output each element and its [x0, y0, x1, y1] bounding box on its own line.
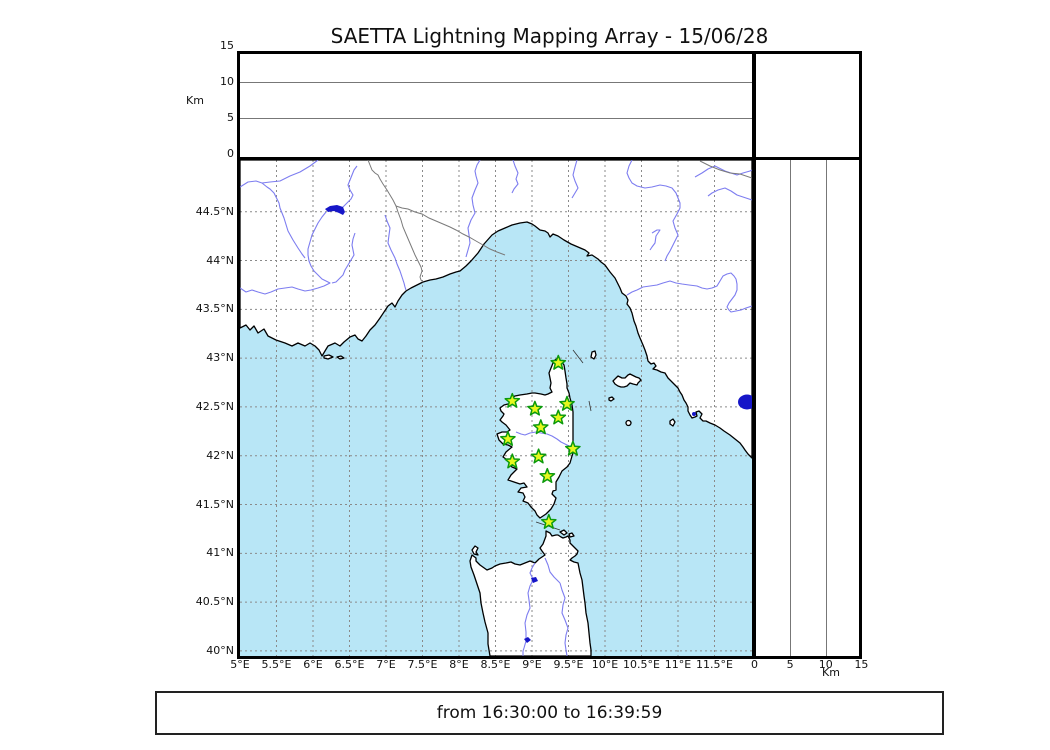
lat-tick-label: 42.5°N: [195, 399, 234, 413]
lon-tick-label: 8.5°E: [480, 658, 511, 671]
lon-tick-label: 5°E: [230, 658, 250, 671]
lon-tick-label: 6°E: [303, 658, 323, 671]
top-km-tick-label: 15: [220, 39, 234, 52]
top-altitude-panel: [237, 51, 755, 160]
right-km-tick-label: 10: [818, 658, 833, 671]
top-km-tick-label: 5: [227, 111, 234, 124]
border-layer: [367, 160, 752, 283]
station-stars: [500, 354, 581, 529]
lon-tick-label: 7.5°E: [407, 658, 438, 671]
lat-tick-label: 42°N: [206, 448, 234, 462]
km-unit-label-top: Km: [186, 94, 204, 107]
top-km-tick-label: 10: [220, 75, 234, 88]
station-star-icon: [540, 513, 557, 529]
station-star-icon: [500, 430, 516, 446]
time-range-text: from 16:30:00 to 16:39:59: [436, 703, 663, 723]
altitude-gridline-10km: [240, 82, 752, 83]
station-star-icon: [539, 467, 556, 484]
lon-tick-label: 6.5°E: [334, 658, 365, 671]
top-right-corner-panel: [752, 51, 862, 160]
figure-title: SAETTA Lightning Mapping Array - 15/06/2…: [330, 24, 769, 48]
altitude-gridline-5km-vertical: [790, 160, 791, 656]
lake-layer: [325, 205, 752, 643]
map-canvas: [240, 160, 752, 656]
station-star-icon: [504, 392, 521, 408]
lon-tick-label: 11°E: [664, 658, 692, 671]
lat-tick-label: 43.5°N: [195, 302, 234, 316]
km-unit-label-right: Km: [822, 666, 840, 679]
lon-tick-label: 9°E: [522, 658, 542, 671]
right-altitude-panel: [752, 157, 862, 659]
lon-tick-label: 10.5°E: [623, 658, 660, 671]
lat-tick-label: 43°N: [206, 351, 234, 365]
lon-tick-label: 10°E: [591, 658, 619, 671]
right-km-tick-label: 5: [786, 658, 794, 671]
station-star-icon: [527, 400, 543, 416]
time-range-box: from 16:30:00 to 16:39:59: [155, 691, 944, 735]
lon-tick-label: 9.5°E: [553, 658, 584, 671]
station-star-icon: [530, 448, 547, 464]
lake-serre-poncon: [325, 205, 345, 215]
map-panel: [237, 157, 755, 659]
altitude-gridline-5km: [240, 118, 752, 119]
lat-tick-label: 41.5°N: [195, 497, 234, 511]
right-km-tick-label: 15: [854, 658, 869, 671]
lat-tick-label: 44.5°N: [195, 204, 234, 218]
station-star-icon: [504, 453, 521, 469]
top-km-tick-label: 0: [227, 147, 234, 160]
right-km-tick-label: 0: [751, 658, 758, 671]
lon-tick-label: 5.5°E: [261, 658, 292, 671]
lake-bolsena: [738, 394, 752, 410]
lon-tick-label: 11.5°E: [696, 658, 733, 671]
latlon-grid: [240, 160, 752, 656]
station-star-icon: [559, 395, 575, 411]
station-star-icon: [532, 419, 549, 435]
lon-tick-label: 7°E: [376, 658, 396, 671]
lat-tick-label: 44°N: [206, 253, 234, 267]
lagoon-orbetello: [692, 412, 696, 416]
station-star-icon: [564, 440, 581, 456]
lon-tick-label: 8°E: [449, 658, 469, 671]
lake-coghinas: [531, 577, 538, 583]
station-star-icon: [550, 409, 567, 425]
station-star-icon: [550, 354, 567, 370]
lat-tick-label: 40.5°N: [195, 595, 234, 609]
lake-sardinia-south: [524, 637, 531, 643]
altitude-gridline-10km-vertical: [826, 160, 827, 656]
lat-tick-label: 41°N: [206, 546, 234, 560]
lat-tick-label: 40°N: [206, 643, 234, 657]
